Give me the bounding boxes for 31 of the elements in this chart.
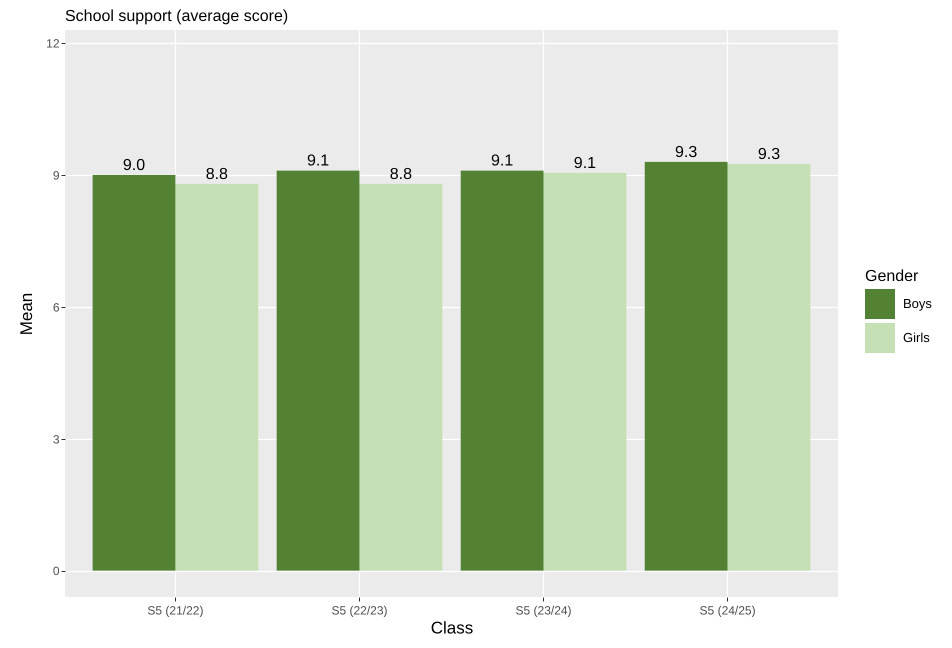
data-label: 9.0	[122, 157, 146, 174]
data-label: 9.3	[758, 146, 780, 164]
chart-title: School support (average score)	[65, 8, 288, 25]
data-label: 9.3	[675, 144, 698, 161]
data-label: 8.8	[206, 166, 228, 183]
data-label: 8.8	[390, 166, 412, 183]
bar	[276, 170, 360, 571]
x-tick-label: S5 (22/23)	[331, 604, 388, 618]
y-tick-label: 0	[52, 564, 60, 578]
x-axis-title: Class	[430, 618, 474, 638]
data-label: 9.1	[490, 152, 514, 170]
bar	[92, 175, 176, 571]
legend-label: Girls	[903, 330, 930, 345]
x-tick-label: S5 (24/25)	[700, 604, 756, 618]
data-label: 9.1	[574, 154, 596, 172]
bar	[644, 162, 728, 571]
data-label: 9.1	[306, 152, 330, 170]
x-tick-label: S5 (21/22)	[147, 604, 204, 618]
bar	[728, 164, 810, 571]
legend-title: Gender	[865, 268, 920, 285]
bar	[175, 184, 258, 571]
bar	[460, 170, 544, 571]
y-axis-title: Mean	[17, 292, 36, 336]
x-tick-label: S5 (23/24)	[516, 604, 572, 618]
y-tick-label: 12	[46, 36, 60, 51]
legend-label: Boys	[903, 296, 932, 311]
y-tick-label: 3	[52, 432, 60, 446]
bar	[544, 172, 626, 571]
y-tick-label: 9	[52, 168, 60, 183]
bar	[359, 184, 442, 571]
y-tick-label: 6	[52, 300, 60, 314]
